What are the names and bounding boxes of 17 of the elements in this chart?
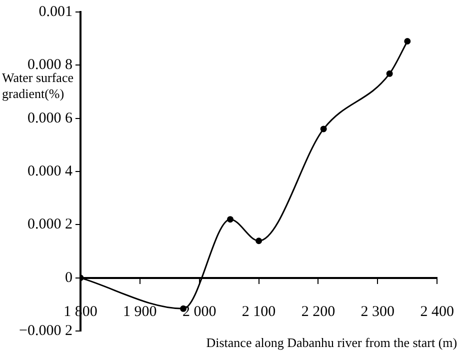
- point: [320, 126, 327, 132]
- point: [227, 216, 234, 223]
- x-tick-label: 1 900: [123, 304, 157, 320]
- y-tick-label: 0.000 6: [27, 110, 73, 126]
- point: [256, 238, 262, 244]
- y-tick-label: 0.000 2: [27, 216, 72, 233]
- y-tick-label: 0: [64, 270, 72, 286]
- y-tick-label: −0.000 2: [18, 322, 72, 339]
- y-tick-label: 0.000 4: [27, 163, 73, 180]
- x-axis-title: Distance along Dabanhu river from the start (m): [206, 335, 458, 350]
- x-tick-label: 2 200: [301, 304, 336, 320]
- point: [386, 70, 393, 77]
- x-tick-label: 2 100: [242, 304, 276, 320]
- x-tick-label: 2 400: [420, 304, 454, 320]
- y-tick-label: 0.001: [38, 4, 72, 20]
- point: [404, 38, 411, 44]
- x-tick-label: 2 300: [360, 304, 395, 320]
